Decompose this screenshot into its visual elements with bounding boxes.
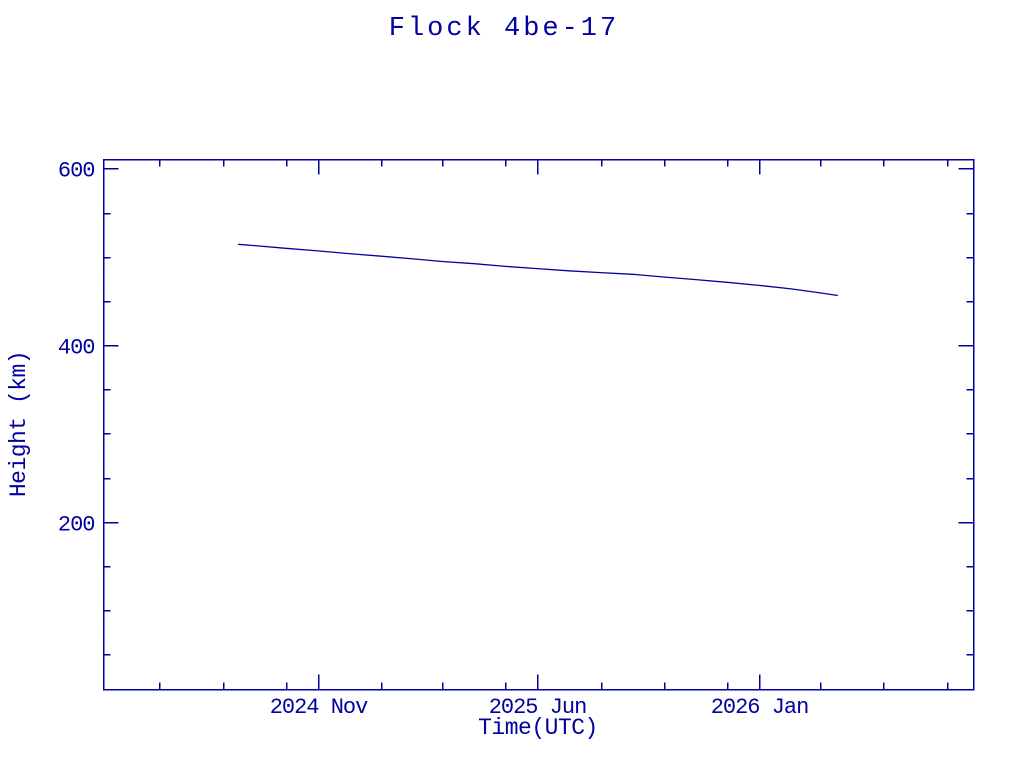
x-tick-label: 2025 Jun xyxy=(489,695,587,720)
height-data-line xyxy=(238,243,838,297)
y-tick-label: 200 xyxy=(58,513,95,538)
x-axis-title: Time(UTC) xyxy=(478,715,598,741)
x-tick-label: 2024 Nov xyxy=(270,695,368,720)
y-tick-label: 400 xyxy=(58,336,95,361)
y-tick-label: 600 xyxy=(58,159,95,184)
y-axis-title: Height (km) xyxy=(6,350,32,498)
x-tick-label: 2026 Jan xyxy=(711,695,809,720)
plot-frame xyxy=(102,158,975,691)
chart-title: Flock 4be-17 xyxy=(388,14,620,44)
